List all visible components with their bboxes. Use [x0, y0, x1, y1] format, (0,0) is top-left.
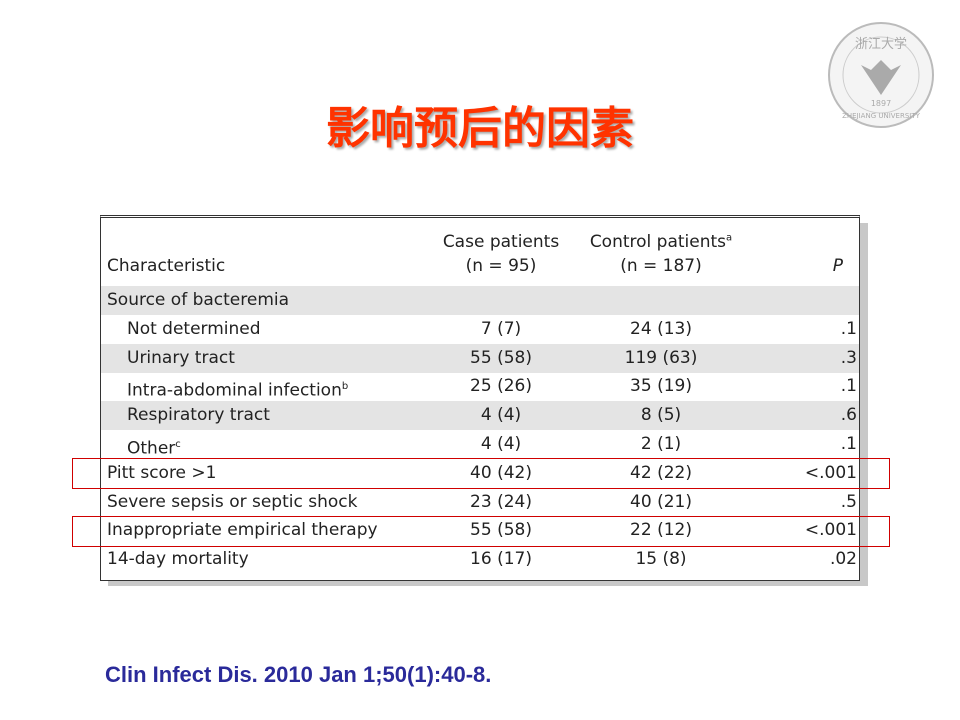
highlight-box — [72, 516, 890, 547]
row-label-text: Respiratory tract — [127, 405, 270, 426]
case-value: 40 (42) — [470, 462, 532, 483]
row-label: Not determined — [127, 315, 261, 344]
header-control-n: (n = 187) — [620, 256, 702, 276]
control-value: 42 (22) — [630, 462, 692, 483]
case-value: 16 (17) — [470, 549, 532, 570]
row-label-text: Other — [127, 438, 176, 459]
control-value: 40 (21) — [630, 491, 692, 512]
row-label-text: Intra-abdominal infection — [127, 381, 342, 402]
table: Characteristic Case patients (n = 95) Co… — [100, 215, 860, 581]
control-value: 8 (5) — [640, 405, 682, 426]
row-label-text: 14-day mortality — [107, 549, 249, 570]
row-label: Source of bacteremia — [107, 286, 289, 315]
row-label-text: Inappropriate empirical therapy — [107, 520, 378, 541]
header-control-text: Control patients — [589, 232, 727, 252]
case-value: 55 (58) — [470, 520, 532, 541]
table-row: Intra-abdominal infectionb 25 (26) 35 (19)… — [101, 372, 859, 401]
p-value: .1 — [840, 376, 857, 397]
logo-year: 1897 — [871, 99, 891, 108]
control-value: 35 (19) — [630, 376, 692, 397]
row-label: 14-day mortality — [107, 545, 249, 574]
citation: Clin Infect Dis. 2010 Jan 1;50(1):40-8. — [105, 662, 492, 687]
header-case: Case patients — [442, 232, 560, 252]
control-value: 24 (13) — [630, 318, 692, 339]
table-row: Pitt score >1 40 (42) 42 (22) <.001 — [101, 459, 859, 488]
logo: 浙江大学 1897 ZHEJIANG UNIVERSITY — [828, 22, 934, 128]
row-label-text: Pitt score >1 — [107, 462, 217, 483]
row-label-text: Source of bacteremia — [107, 290, 290, 310]
footnote-mark: c — [175, 439, 181, 450]
header-p: P — [832, 256, 843, 276]
case-value: 4 (4) — [480, 405, 522, 426]
header-control: Control patientsa — [581, 232, 741, 252]
p-value: <.001 — [804, 520, 857, 541]
title: 影响预后的因素 — [326, 103, 634, 154]
control-value: 119 (63) — [624, 347, 698, 368]
row-label-text: Severe sepsis or septic shock — [107, 491, 358, 512]
case-value: 25 (26) — [470, 376, 532, 397]
table-row: 14-day mortality 16 (17) 15 (8) .02 — [101, 545, 859, 574]
table-row: Inappropriate empirical therapy 55 (58) 22… — [101, 516, 859, 545]
footnote-mark: a — [726, 232, 733, 244]
case-value: 4 (4) — [480, 434, 522, 454]
table-row: Urinary tract 55 (58) 119 (63) .3 — [101, 343, 859, 373]
logo-name-en: ZHEJIANG UNIVERSITY — [842, 112, 921, 120]
row-label: Otherc — [127, 430, 181, 464]
row-label: Inappropriate empirical therapy — [107, 516, 378, 545]
p-value: .3 — [840, 347, 857, 368]
table-row: Severe sepsis or septic shock 23 (24) 40 (… — [101, 488, 859, 517]
control-value: 22 (12) — [630, 520, 692, 541]
table-row: Not determined 7 (7) 24 (13) .1 — [101, 315, 859, 344]
p-value: .6 — [840, 405, 857, 426]
row-label: Pitt score >1 — [107, 459, 216, 488]
p-value: .5 — [840, 491, 857, 512]
case-value: 55 (58) — [470, 347, 532, 368]
row-label: Severe sepsis or septic shock — [107, 488, 357, 517]
highlight-box — [72, 458, 890, 489]
p-value: .1 — [840, 318, 857, 339]
row-label: Respiratory tract — [127, 401, 270, 430]
p-value: <.001 — [804, 462, 857, 483]
control-value: 2 (1) — [640, 434, 682, 454]
header-characteristic: Characteristic — [107, 256, 226, 276]
table-row: Respiratory tract 4 (4) 8 (5) .6 — [101, 401, 859, 431]
p-value: .1 — [840, 434, 857, 454]
table-row: Source of bacteremia — [101, 286, 859, 315]
row-label-text: Not determined — [127, 318, 261, 339]
row-label-text: Urinary tract — [127, 347, 235, 368]
footnote-mark: b — [341, 381, 349, 393]
logo-name-cn: 浙江大学 — [855, 36, 907, 52]
row-label: Intra-abdominal infectionb — [127, 372, 348, 406]
table-row: Otherc 4 (4) 2 (1) .1 — [101, 430, 859, 459]
case-value: 23 (24) — [470, 491, 532, 512]
control-value: 15 (8) — [635, 549, 687, 570]
header-case-n: (n = 95) — [465, 256, 537, 276]
row-label: Urinary tract — [127, 344, 235, 373]
case-value: 7 (7) — [480, 318, 522, 339]
p-value: .02 — [829, 549, 857, 570]
